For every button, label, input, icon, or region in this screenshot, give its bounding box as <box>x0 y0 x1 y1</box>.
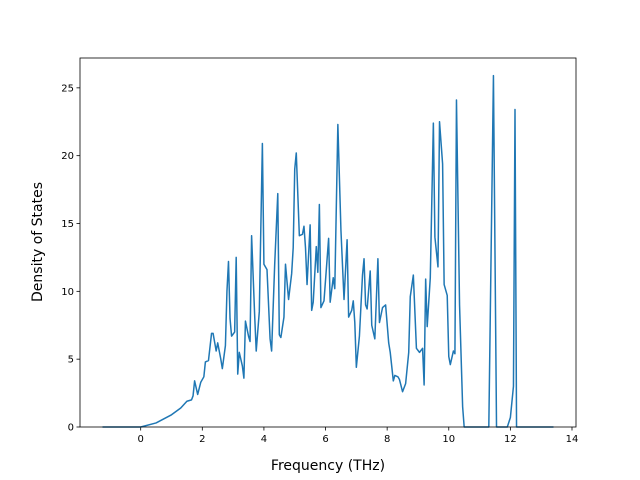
y-tick-label: 10 <box>61 287 74 298</box>
y-tick-label: 20 <box>61 151 74 162</box>
x-tick-label: 6 <box>322 434 328 445</box>
x-tick-label: 14 <box>566 434 579 445</box>
y-tick-label: 15 <box>61 219 74 230</box>
y-tick-label: 5 <box>68 355 74 366</box>
y-tick-label: 25 <box>61 83 74 94</box>
x-tick-label: 10 <box>442 434 455 445</box>
plot-frame <box>79 57 577 428</box>
x-tick-label: 0 <box>138 434 144 445</box>
x-tick-label: 2 <box>199 434 205 445</box>
x-tick-label: 8 <box>384 434 390 445</box>
x-tick-label: 12 <box>504 434 517 445</box>
x-tick-label: 4 <box>261 434 267 445</box>
y-tick-label: 0 <box>68 423 74 434</box>
y-axis-label: Density of States <box>30 182 46 302</box>
data-line <box>102 74 554 428</box>
x-axis-label: Frequency (THz) <box>271 458 385 474</box>
